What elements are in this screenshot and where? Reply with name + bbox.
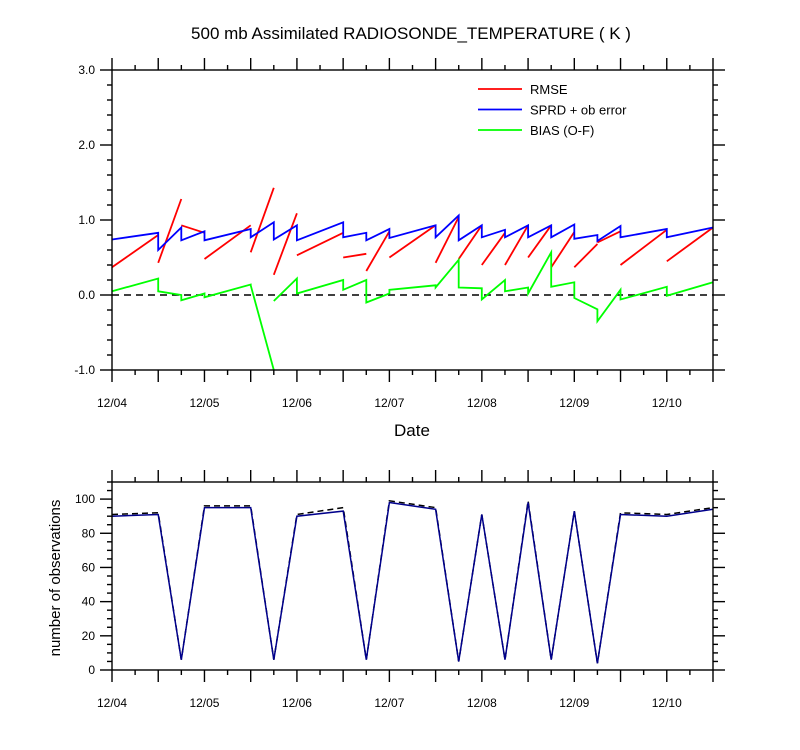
bottom-x-tick-labels: 12/04 12/05 12/06 12/07 12/08 12/09 12/10 [97, 696, 682, 710]
bottom-x-tick-label: 12/05 [189, 696, 219, 710]
series-line-rmse [157, 198, 183, 264]
series-line-rmse [434, 216, 460, 264]
chart-title: 500 mb Assimilated RADIOSONDE_TEMPERATUR… [191, 24, 631, 43]
series-line-rmse [666, 226, 714, 263]
series-line-rmse [249, 187, 275, 253]
series-line-rmse [111, 234, 159, 269]
bottom-y-axis-title: number of observations [47, 500, 64, 657]
bottom-x-tick-label: 12/08 [467, 696, 497, 710]
bottom-y-tick-label: 40 [82, 595, 96, 609]
series-line-rmse [181, 224, 205, 234]
series-line-rmse [365, 230, 391, 272]
series-line-bias-o-f [273, 248, 714, 325]
bottom-y-tick-label: 0 [88, 663, 95, 677]
series-line-rmse [550, 231, 576, 268]
bottom-plot-frame [111, 481, 714, 671]
top-series-lines [111, 187, 714, 371]
top-x-tick-label: 12/08 [467, 396, 497, 410]
bottom-tick-marks [100, 470, 725, 682]
bottom-series-lines [111, 499, 714, 664]
series-line-rmse [597, 230, 621, 244]
series-line-bias-o-f [111, 277, 275, 371]
bottom-x-tick-label: 12/06 [282, 696, 312, 710]
series-line-sprd-ob-error [111, 213, 714, 253]
legend: RMSE SPRD + ob error BIAS (O-F) [478, 82, 627, 138]
top-x-tick-label: 12/09 [559, 396, 589, 410]
series-line-rmse [481, 232, 506, 266]
top-y-tick-label: 2.0 [78, 138, 95, 152]
top-tick-marks [100, 58, 725, 382]
top-x-tick-label: 12/07 [374, 396, 404, 410]
series-line-rmse [504, 224, 529, 266]
series-line-rmse [343, 252, 367, 259]
x-axis-title: Date [394, 421, 430, 440]
top-x-tick-label: 12/04 [97, 396, 127, 410]
bottom-x-tick-label: 12/09 [559, 696, 589, 710]
bottom-y-tick-labels: 0 20 40 60 80 100 [75, 492, 95, 677]
top-x-tick-label: 12/10 [652, 396, 682, 410]
bottom-x-tick-label: 12/10 [652, 696, 682, 710]
series-line-rmse [527, 224, 552, 259]
top-x-tick-label: 12/06 [282, 396, 312, 410]
bottom-y-tick-label: 60 [82, 560, 96, 574]
top-y-tick-label: 3.0 [78, 63, 95, 77]
series-line-rmse [457, 224, 483, 260]
series-line-rmse [619, 229, 668, 266]
top-plot-frame [111, 69, 714, 371]
top-y-tick-label: -1.0 [74, 363, 95, 377]
bottom-x-tick-label: 12/07 [374, 696, 404, 710]
top-chart: 500 mb Assimilated RADIOSONDE_TEMPERATUR… [74, 24, 725, 440]
series-line-rmse [573, 243, 599, 268]
legend-label: BIAS (O-F) [530, 123, 594, 138]
top-y-tick-label: 1.0 [78, 213, 95, 227]
legend-label: RMSE [530, 82, 568, 97]
series-line-rmse [296, 231, 344, 257]
series-line-rmse [388, 224, 437, 259]
bottom-x-tick-label: 12/04 [97, 696, 127, 710]
obs-line-assimilated [111, 501, 714, 664]
top-x-tick-label: 12/05 [189, 396, 219, 410]
top-y-tick-labels: -1.0 0.0 1.0 2.0 3.0 [74, 63, 95, 377]
top-y-tick-label: 0.0 [78, 288, 95, 302]
bottom-y-tick-label: 20 [82, 629, 96, 643]
legend-label: SPRD + ob error [530, 103, 627, 118]
bottom-y-tick-label: 80 [82, 526, 96, 540]
bottom-y-tick-label: 100 [75, 492, 95, 506]
series-line-rmse [272, 212, 298, 276]
top-x-tick-labels: 12/04 12/05 12/06 12/07 12/08 12/09 12/10 [97, 396, 682, 410]
